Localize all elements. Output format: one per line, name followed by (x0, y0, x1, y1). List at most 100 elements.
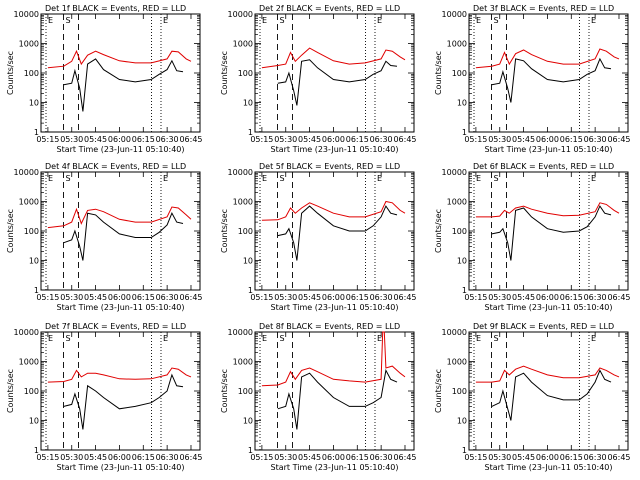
marker-label: S (494, 174, 499, 183)
series-line-events (63, 58, 184, 112)
x-tick-label: 06:30 (156, 135, 179, 144)
x-axis-label: Start Time (23-Jun-11 05:10:40) (271, 463, 399, 472)
y-tick-label: 100 (238, 69, 253, 78)
plot-frame (468, 331, 629, 451)
marker-label: E (262, 334, 267, 343)
y-tick-label: 1 (248, 446, 253, 455)
y-tick-label: 1000 (19, 40, 39, 49)
y-tick-label: 1 (248, 128, 253, 137)
y-tick-label: 1 (248, 286, 253, 295)
x-tick-label: 05:30 (274, 135, 297, 144)
x-tick-label: 06:00 (108, 453, 131, 462)
y-tick-label: 1 (34, 128, 39, 137)
y-tick-label: 100 (24, 227, 39, 236)
x-tick-label: 05:30 (274, 453, 297, 462)
marker-label: S (280, 16, 285, 25)
y-tick-label: 10000 (14, 328, 39, 337)
x-tick-label: 05:30 (60, 453, 83, 462)
marker-label: S (66, 174, 71, 183)
marker-label: E (48, 334, 53, 343)
x-tick-label: 06:30 (584, 135, 607, 144)
y-tick-label: 100 (238, 227, 253, 236)
chart-panel-9: Det 9f BLACK = Events, RED = LLD 1 10 100 10… (434, 322, 631, 472)
x-tick-label: 05:15 (464, 135, 487, 144)
x-tick-label: 06:15 (132, 135, 155, 144)
series-line-events (491, 369, 612, 421)
y-tick-label: 10 (457, 257, 467, 266)
chart-title: Det 9f BLACK = Events, RED = LLD (473, 322, 614, 331)
plot-frame (254, 13, 415, 133)
x-axis-label: Start Time (23-Jun-11 05:10:40) (485, 463, 613, 472)
marker-label: S (494, 16, 499, 25)
marker-label: E (163, 334, 168, 343)
x-axis-label: Start Time (23-Jun-11 05:10:40) (485, 303, 613, 312)
marker-label: E (262, 16, 267, 25)
x-tick-label: 06:30 (370, 453, 393, 462)
x-tick-label: 06:30 (584, 453, 607, 462)
marker-label: S (66, 334, 71, 343)
x-tick-label: 06:15 (560, 135, 583, 144)
y-tick-label: 10000 (14, 168, 39, 177)
x-tick-label: 05:45 (512, 135, 535, 144)
y-tick-label: 1000 (19, 198, 39, 207)
y-axis-label: Counts/sec (220, 369, 229, 413)
series-line-lld (261, 47, 406, 69)
x-tick-label: 05:15 (250, 135, 273, 144)
x-tick-label: 06:15 (132, 293, 155, 302)
x-tick-label: 06:00 (108, 293, 131, 302)
y-axis-label: Counts/sec (6, 51, 15, 95)
x-tick-label: 05:45 (512, 293, 535, 302)
x-tick-label: 06:00 (322, 453, 345, 462)
series-line-events (277, 205, 398, 261)
x-tick-label: 06:00 (322, 135, 345, 144)
y-axis-label: Counts/sec (6, 209, 15, 253)
series-line-lld (475, 48, 620, 69)
plot-frame (468, 13, 629, 133)
y-tick-label: 10000 (14, 10, 39, 19)
y-tick-label: 100 (452, 387, 467, 396)
x-tick-label: 06:00 (322, 293, 345, 302)
marker-label: E (476, 334, 481, 343)
plot-frame (40, 171, 201, 291)
x-tick-label: 05:15 (464, 453, 487, 462)
x-tick-label: 06:45 (179, 453, 202, 462)
marker-label: S (280, 334, 285, 343)
marker-label: E (591, 16, 596, 25)
y-axis-label: Counts/sec (220, 51, 229, 95)
marker-label: E (476, 16, 481, 25)
x-tick-label: 06:30 (156, 293, 179, 302)
chart-panel-4: Det 4f BLACK = Events, RED = LLD 1 10 100 10… (6, 162, 203, 312)
y-tick-label: 1 (462, 446, 467, 455)
chart-title: Det 6f BLACK = Events, RED = LLD (473, 162, 614, 171)
y-tick-label: 10000 (442, 10, 467, 19)
plot-frame (254, 331, 415, 451)
x-tick-label: 06:45 (607, 453, 630, 462)
chart-title: Det 5f BLACK = Events, RED = LLD (259, 162, 400, 171)
marker-label: E (163, 16, 168, 25)
x-tick-label: 06:45 (393, 453, 416, 462)
y-axis-label: Counts/sec (434, 51, 443, 95)
x-tick-label: 06:15 (560, 453, 583, 462)
x-tick-label: 06:30 (370, 135, 393, 144)
y-tick-label: 10 (457, 417, 467, 426)
series-line-events (277, 368, 398, 430)
marker-label: S (280, 174, 285, 183)
y-tick-label: 1000 (233, 40, 253, 49)
chart-title: Det 4f BLACK = Events, RED = LLD (45, 162, 186, 171)
x-tick-label: 06:00 (536, 293, 559, 302)
chart-title: Det 7f BLACK = Events, RED = LLD (45, 322, 186, 331)
y-tick-label: 1 (462, 128, 467, 137)
x-tick-label: 06:00 (536, 453, 559, 462)
x-axis-label: Start Time (23-Jun-11 05:10:40) (485, 145, 613, 154)
y-tick-label: 1000 (447, 358, 467, 367)
x-tick-label: 05:45 (84, 453, 107, 462)
series-line-lld (475, 202, 620, 218)
y-tick-label: 1 (462, 286, 467, 295)
chart-panel-2: Det 2f BLACK = Events, RED = LLD 1 10 100 10… (220, 4, 417, 154)
y-tick-label: 1000 (233, 198, 253, 207)
chart-title: Det 3f BLACK = Events, RED = LLD (473, 4, 614, 13)
x-axis-label: Start Time (23-Jun-11 05:10:40) (57, 145, 185, 154)
series-line-lld (475, 365, 620, 383)
marker-label: E (48, 16, 53, 25)
